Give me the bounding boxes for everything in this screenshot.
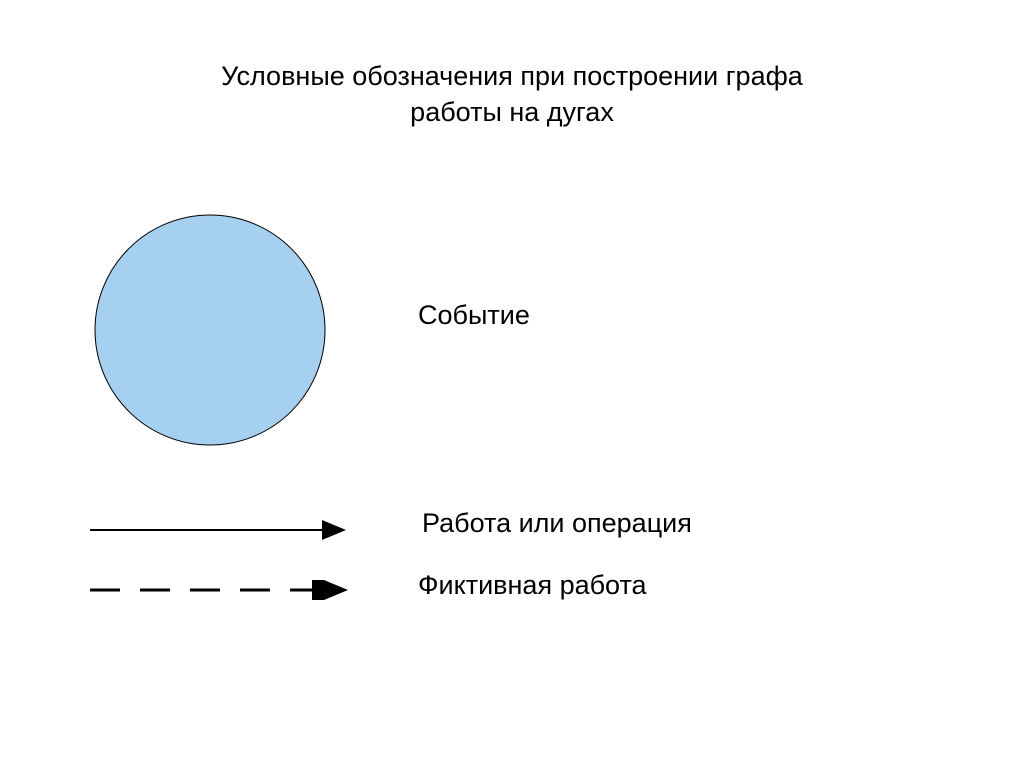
work-symbol: [90, 520, 370, 545]
circle-icon: [90, 210, 330, 450]
title-line1: Условные обозначения при построении граф…: [221, 61, 803, 91]
fictive-label: Фиктивная работа: [418, 570, 647, 601]
dashed-arrow-icon: [90, 580, 370, 600]
event-label: Событие: [418, 300, 530, 331]
event-circle: [95, 215, 325, 445]
fictive-symbol: [90, 580, 370, 605]
diagram-title: Условные обозначения при построении граф…: [0, 58, 1024, 131]
solid-arrow-icon: [90, 520, 370, 540]
title-line2: работы на дугах: [410, 97, 614, 127]
event-symbol: [90, 210, 330, 455]
work-label: Работа или операция: [422, 508, 692, 539]
